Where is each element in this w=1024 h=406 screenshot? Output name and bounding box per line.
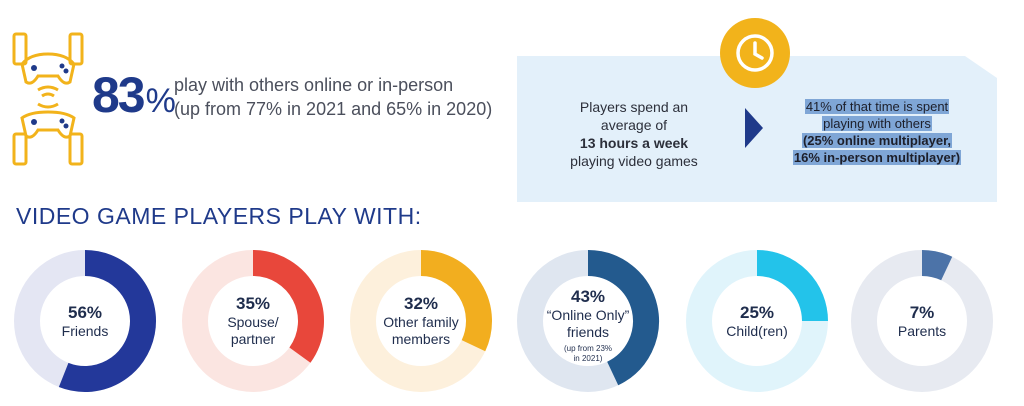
donut-percent: 56% — [67, 302, 103, 322]
donut-label: 7% Parents — [857, 303, 987, 340]
donut-value-arc — [420, 250, 492, 352]
donut-percent: 25% — [739, 302, 775, 322]
arrow-icon — [745, 108, 763, 148]
donut-category: partner — [230, 331, 276, 347]
callout-hours-line4: playing video games — [570, 153, 698, 169]
donut-label: 32% Other family members — [356, 294, 486, 348]
callout-panel — [517, 56, 997, 202]
donut-chart-svg — [14, 250, 993, 392]
controllers-icon — [12, 32, 84, 166]
donut-note: (up from 23% in 2021) — [563, 343, 613, 363]
callout-hours-text: Players spend an average of 13 hours a w… — [548, 98, 720, 170]
donut-category: members — [391, 331, 451, 347]
donut-percent: 35% — [235, 294, 271, 313]
donut-charts: 56% Friends 35% Spouse/partner 32% Other fami… — [0, 248, 1024, 401]
donut-5 — [851, 250, 993, 392]
donut-4 — [686, 250, 828, 392]
clock-icon — [736, 34, 774, 72]
donut-category: Parents — [897, 322, 947, 339]
donut-value-arc — [58, 250, 156, 392]
donut-3 — [517, 250, 659, 392]
donut-value-arc — [756, 250, 828, 322]
donut-percent: 7% — [909, 302, 935, 322]
donut-1 — [182, 250, 324, 392]
donut-category: Other family — [383, 314, 459, 330]
donut-percent: 32% — [403, 294, 439, 313]
donut-category: friends — [566, 323, 610, 340]
section-heading: VIDEO GAME PLAYERS PLAY WITH: — [16, 203, 422, 229]
callout-share-text: 41% of that time is spent playing with o… — [776, 98, 978, 166]
donut-category: Child(ren) — [726, 322, 788, 339]
callout-share-line1: 41% of that time is spent — [804, 99, 950, 114]
donut-category: Spouse/ — [227, 314, 279, 330]
donut-category: Friends — [61, 322, 109, 339]
main-stat-description: play with others online or in-person — [174, 75, 454, 95]
donut-value-arc — [252, 250, 324, 363]
donut-label: 43% “Online Only” friends (up from 23% in 20… — [523, 287, 653, 364]
main-stat-unit: % — [145, 82, 176, 120]
donut-label: 56% Friends — [20, 303, 150, 340]
main-stat-number: 83 — [92, 67, 146, 123]
callout-share-line3: (25% online multiplayer, — [801, 133, 953, 148]
donut-label: 35% Spouse/partner — [188, 294, 318, 348]
donut-category: “Online Only” — [546, 306, 630, 323]
callout-hours-line1: Players spend an — [579, 99, 689, 115]
clock-badge — [720, 18, 790, 88]
main-stat-value: 83% — [92, 66, 176, 130]
donut-value-arc — [587, 250, 659, 386]
donut-value-arc — [921, 250, 953, 281]
main-stat-comparison: (up from 77% in 2021 and 65% in 2020) — [174, 99, 493, 119]
donut-0 — [14, 250, 156, 392]
callout-share-line2: playing with others — [822, 116, 932, 131]
callout-hours-line3: 13 hours a week — [579, 135, 689, 151]
callout-share-line4: 16% in-person multiplayer) — [792, 150, 962, 165]
donut-2 — [350, 250, 492, 392]
donut-percent: 43% — [570, 286, 606, 306]
callout-hours-line2: average of — [600, 117, 668, 133]
donut-label: 25% Child(ren) — [692, 303, 822, 340]
